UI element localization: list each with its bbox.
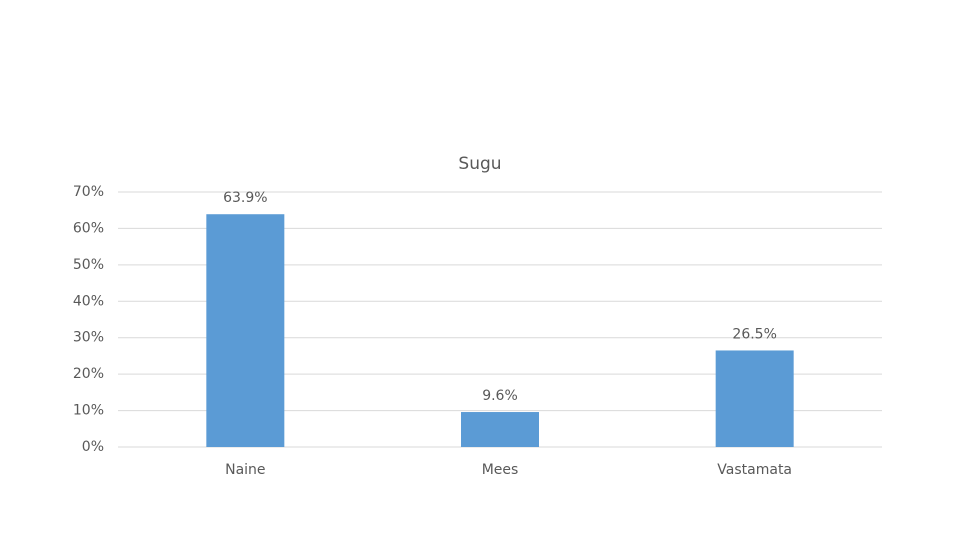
y-tick-label: 20% (73, 366, 104, 382)
chart-title: Sugu (458, 154, 501, 174)
value-label: 9.6% (482, 388, 518, 404)
x-tick-label: Naine (225, 462, 265, 478)
y-tick-label: 0% (82, 439, 104, 455)
value-label: 26.5% (732, 326, 776, 342)
bar (461, 412, 539, 447)
y-tick-label: 50% (73, 257, 104, 273)
x-tick-label: Vastamata (717, 462, 792, 478)
y-tick-label: 70% (73, 184, 104, 200)
y-tick-label: 10% (73, 403, 104, 419)
y-tick-label: 40% (73, 293, 104, 309)
bar (206, 214, 285, 447)
y-tick-label: 30% (73, 330, 104, 346)
x-tick-label: Mees (482, 462, 519, 478)
y-tick-label: 60% (73, 220, 104, 236)
bar (715, 350, 794, 447)
value-label: 63.9% (223, 190, 267, 206)
